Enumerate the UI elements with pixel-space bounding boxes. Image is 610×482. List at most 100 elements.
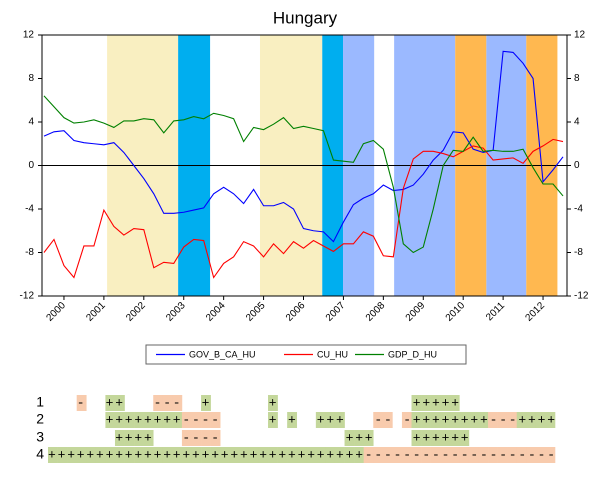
sign-cell (363, 430, 374, 446)
sign-row: +++++++++++++++++++++++++++++++++-------… (48, 447, 555, 462)
sign-cell (220, 447, 231, 463)
sign-cell (248, 447, 259, 463)
x-tick-label: 2012 (524, 300, 548, 324)
series-line (43, 138, 564, 279)
sign-cell (95, 447, 106, 463)
sign-cell (449, 447, 460, 463)
x-tick-label: 2003 (164, 300, 188, 324)
sign-cell (545, 412, 556, 428)
sign-cell (421, 412, 431, 428)
sign-cell (172, 412, 183, 428)
sign-cell (153, 412, 164, 428)
row-label: 2 (36, 411, 44, 427)
sign-cell (162, 447, 173, 463)
sign-cell (411, 412, 422, 428)
sign-cell (239, 447, 250, 463)
sign-cell (411, 430, 422, 446)
y2-tick-label: 12 (574, 30, 586, 41)
sign-cell (210, 412, 221, 428)
sign-cell (76, 447, 87, 463)
row-label: 4 (36, 446, 44, 462)
sign-cell (440, 395, 451, 411)
sign-cell (191, 430, 202, 446)
sign-cell (334, 412, 345, 428)
sign-cell (86, 447, 97, 463)
sign-cell (507, 412, 518, 428)
sign-cell (105, 412, 116, 428)
sign-cell (325, 447, 336, 463)
sign-cell (421, 430, 431, 446)
legend-label: CU_HU (317, 349, 348, 359)
x-tick-label: 2009 (404, 300, 428, 324)
sign-cell (268, 412, 278, 428)
y-tick-label: -12 (20, 291, 35, 302)
sign-cell (105, 447, 116, 463)
row-label: 3 (36, 429, 44, 445)
legend-box (145, 344, 467, 365)
sign-cell (124, 412, 135, 428)
sign-cell (210, 447, 221, 463)
sign-cell (344, 430, 355, 446)
sign-cell (210, 430, 221, 446)
sign-cell (478, 447, 489, 463)
sign-cell (162, 395, 173, 411)
y-tick-label: 8 (28, 73, 34, 84)
sign-cell (430, 447, 441, 463)
sign-cell (191, 412, 202, 428)
sign-cell (201, 395, 211, 411)
sign-cell (430, 412, 441, 428)
sign-cell (507, 447, 518, 463)
sign-cell (114, 430, 125, 446)
chart-title: Hungary (273, 8, 338, 27)
x-tick-label: 2011 (484, 300, 507, 323)
sign-cell (143, 412, 154, 428)
sign-cell (67, 447, 77, 463)
sign-cell (134, 430, 144, 446)
sign-cell (162, 412, 173, 428)
x-tick-label: 2004 (204, 300, 228, 324)
legend-label: GOV_B_CA_HU (189, 349, 256, 359)
sign-cell (488, 447, 498, 463)
sign-cell (229, 447, 240, 463)
sign-cell (421, 447, 431, 463)
y2-tick-label: 8 (574, 73, 580, 84)
sign-cell (535, 412, 546, 428)
sign-cell (392, 447, 403, 463)
x-tick-label: 2001 (84, 300, 108, 324)
sign-cell (449, 412, 460, 428)
sign-cell (277, 447, 288, 463)
y2-tick-label: -8 (574, 247, 583, 258)
sign-cell (124, 430, 135, 446)
sign-cell (143, 447, 154, 463)
sign-table: 1 - ++ --- + + +++++ 2 ++++++++---- + + … (36, 394, 556, 463)
y-tick-label: -4 (25, 204, 34, 215)
sign-cell (201, 412, 211, 428)
sign-row: ++++ ---- +++ ++++++ (48, 430, 555, 445)
sign-cell (363, 447, 374, 463)
y2-tick-label: -12 (574, 291, 589, 302)
sign-cell (114, 395, 125, 411)
sign-cell (143, 430, 154, 446)
sign-cell (382, 447, 393, 463)
sign-cell (268, 447, 278, 463)
sign-cell (459, 447, 470, 463)
sign-cell (488, 412, 498, 428)
y2-tick-label: -4 (574, 204, 583, 215)
y-tick-label: 4 (28, 117, 34, 128)
x-tick-label: 2006 (284, 300, 308, 324)
sign-cell (468, 447, 479, 463)
sign-cell (516, 412, 527, 428)
sign-cell (535, 447, 546, 463)
sign-cell (134, 447, 144, 463)
sign-cell (411, 395, 422, 411)
sign-cell (373, 447, 384, 463)
sign-cell (315, 412, 326, 428)
sign-cell (296, 447, 307, 463)
sign-cell (153, 395, 164, 411)
y-tick-label: 12 (23, 30, 35, 41)
sign-cell (134, 412, 144, 428)
sign-cell (57, 447, 68, 463)
x-tick-label: 2008 (364, 300, 388, 324)
